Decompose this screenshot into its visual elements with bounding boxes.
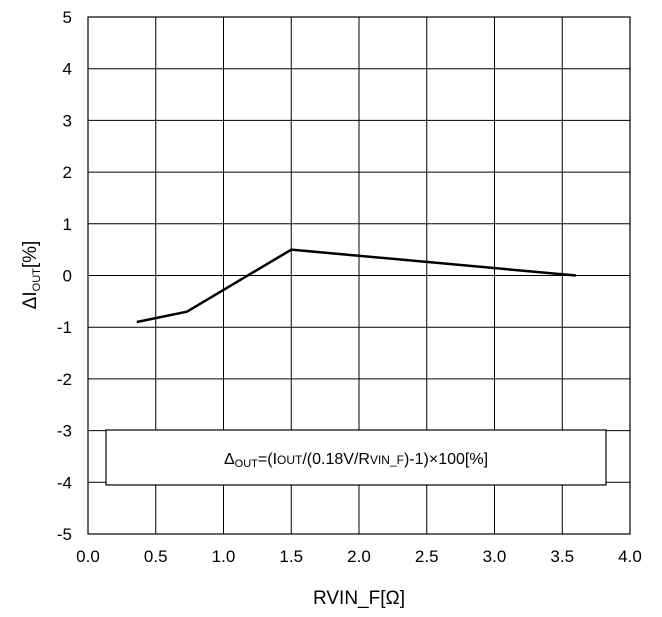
- x-tick-label: 0.5: [144, 547, 168, 566]
- y-tick-label: 4: [63, 60, 72, 79]
- y-tick-label: 3: [63, 111, 72, 130]
- x-tick-label: 1.5: [279, 547, 303, 566]
- series-line: [136, 248, 576, 324]
- x-tick-label: 2.5: [415, 547, 439, 566]
- y-tick-label: -1: [57, 318, 72, 337]
- x-axis-title: RVIN_F[Ω]: [313, 588, 405, 609]
- x-tick-label: 0.0: [76, 547, 100, 566]
- formula-box: [105, 429, 607, 486]
- x-tick-label: 1.0: [212, 547, 236, 566]
- formula-text: ΔOUT=(IOUT/(0.18V/RVIN_F)-1)×100[%]: [224, 451, 488, 470]
- y-tick-label: -5: [57, 525, 72, 544]
- y-tick-label: 0: [63, 267, 72, 286]
- series-group: [136, 248, 576, 324]
- y-tick-label: -3: [57, 422, 72, 441]
- y-tick-label: 1: [63, 215, 72, 234]
- x-tick-labels: 0.0 0.5 1.0 1.5 2.0 2.5 3.0 3.5 4.0: [76, 547, 642, 566]
- x-tick-label: 4.0: [618, 547, 642, 566]
- x-tick-label: 2.0: [347, 547, 371, 566]
- y-tick-label: 2: [63, 163, 72, 182]
- y-axis-title: ΔIOUT[%]: [20, 241, 43, 310]
- x-tick-label: 3.0: [483, 547, 507, 566]
- y-tick-label: 5: [63, 8, 72, 27]
- y-tick-label: -4: [57, 473, 72, 492]
- y-tick-labels: 5 4 3 2 1 0 -1 -2 -3 -4 -5: [57, 8, 72, 544]
- x-tick-label: 3.5: [550, 547, 574, 566]
- y-tick-label: -2: [57, 370, 72, 389]
